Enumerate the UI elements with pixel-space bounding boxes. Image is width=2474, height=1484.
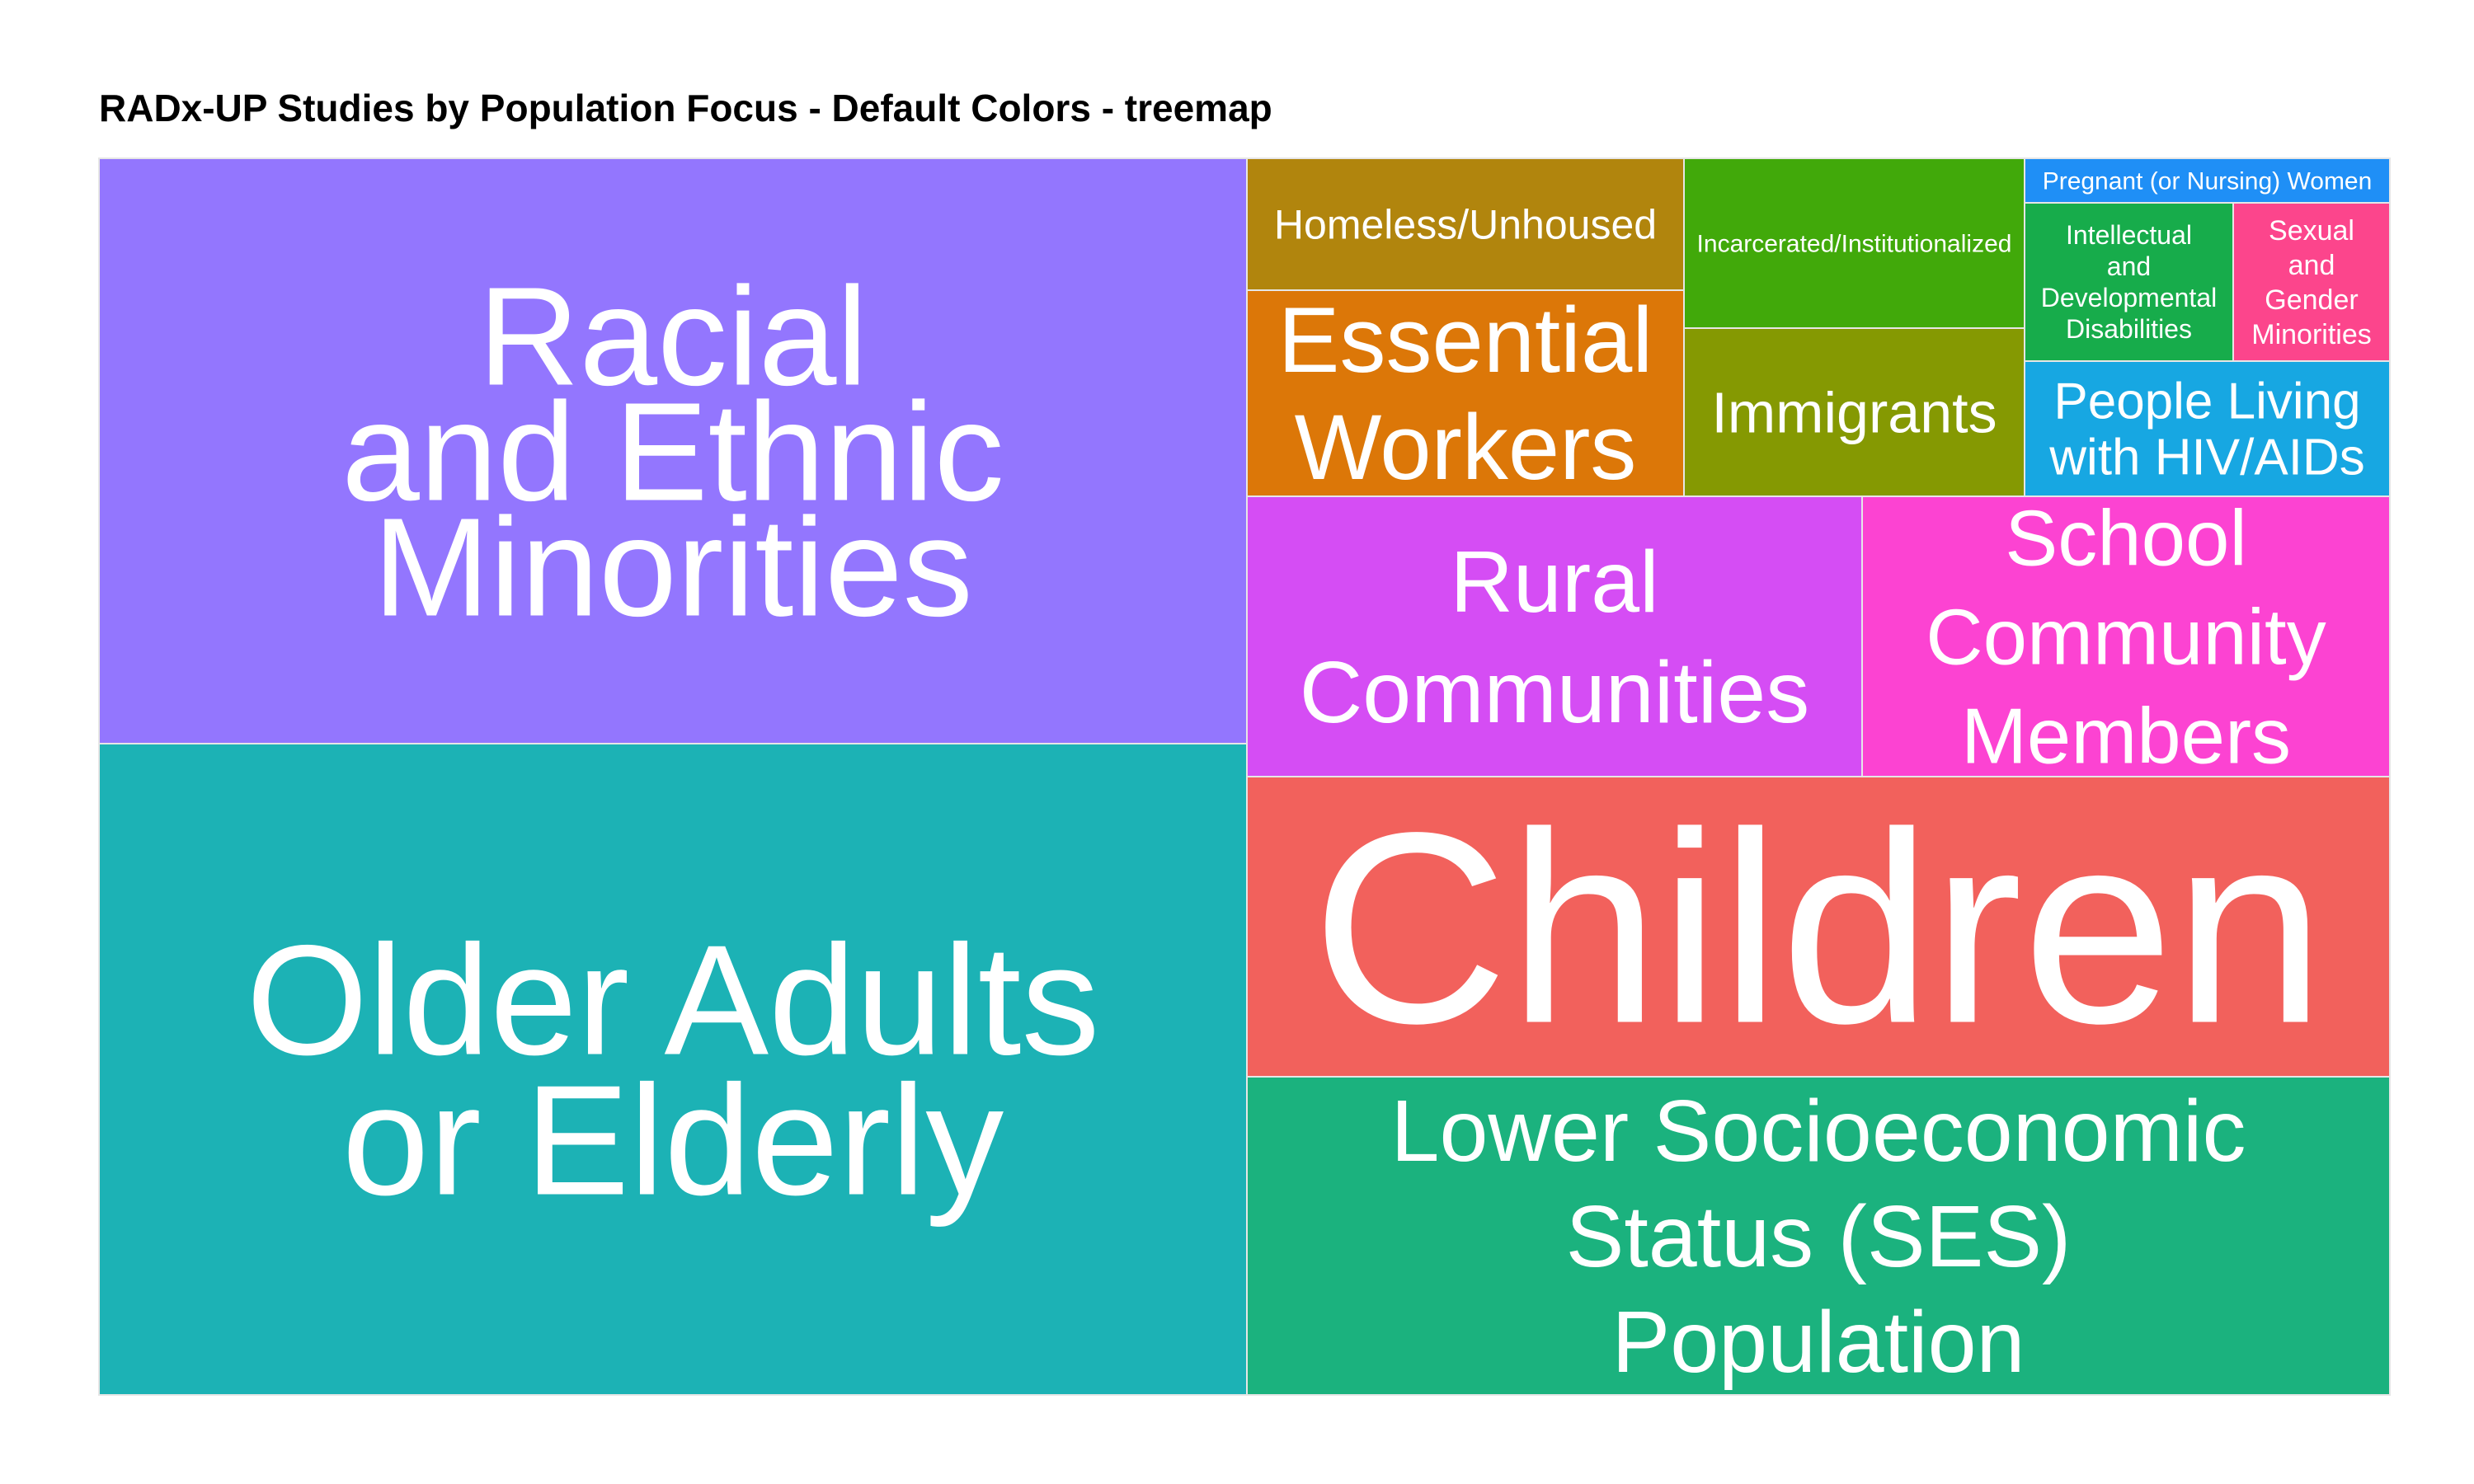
- tile-label-people-living-with-hiv-aids: People Living with HIV/AIDs: [2048, 373, 2364, 486]
- treemap-tile-people-living-with-hiv-aids: People Living with HIV/AIDs: [2024, 360, 2391, 497]
- tile-label-lower-socioeconomic-status-ses-population: Lower Socioeconomic Status (SES) Populatio…: [1391, 1082, 2246, 1391]
- tile-label-incarcerated-institutionalized: Incarcerated/Institutionalized: [1697, 231, 2012, 258]
- treemap-tile-immigrants: Immigrants: [1683, 327, 2025, 497]
- tile-label-pregnant-or-nursing-women: Pregnant (or Nursing) Women: [2043, 168, 2373, 195]
- tile-rect-people-living-with-hiv-aids: [2024, 360, 2391, 497]
- tile-label-sexual-and-gender-minorities: Sexual and Gender Minorities: [2251, 215, 2371, 350]
- treemap-tile-older-adults-or-elderly: Older Adults or Elderly: [98, 743, 1248, 1396]
- tile-rect-lower-socioeconomic-status-ses-population: [1246, 1076, 2391, 1396]
- treemap-tile-incarcerated-institutionalized: Incarcerated/Institutionalized: [1683, 157, 2025, 329]
- tile-rect-older-adults-or-elderly: [98, 743, 1248, 1396]
- tile-label-children: Children: [1312, 776, 2326, 1080]
- treemap-tile-racial-and-ethnic-minorities: Racial and Ethnic Minorities: [98, 157, 1248, 744]
- treemap-tile-children: Children: [1246, 776, 2391, 1080]
- tile-label-homeless-unhoused: Homeless/Unhoused: [1274, 202, 1657, 248]
- tile-rect-incarcerated-institutionalized: [1683, 157, 2025, 329]
- treemap-tile-pregnant-or-nursing-women: Pregnant (or Nursing) Women: [2024, 157, 2391, 204]
- treemap-tile-homeless-unhoused: Homeless/Unhoused: [1246, 157, 1685, 291]
- treemap-tile-lower-socioeconomic-status-ses-population: Lower Socioeconomic Status (SES) Populatio…: [1246, 1076, 2391, 1396]
- tile-rect-school-community-members: [1861, 495, 2391, 777]
- tile-rect-rural-communities: [1246, 495, 1863, 777]
- treemap-tile-intellectual-and-developmental-disabilities: Intellectual and Developmental Disabilities: [2024, 202, 2234, 362]
- tile-rect-immigrants: [1683, 327, 2025, 497]
- tile-rect-sexual-and-gender-minorities: [2232, 202, 2391, 362]
- tile-label-essential-workers: Essential Workers: [1278, 289, 1653, 499]
- tile-rect-intellectual-and-developmental-disabilities: [2024, 202, 2234, 362]
- tile-rect-essential-workers: [1246, 289, 1685, 497]
- tile-rect-pregnant-or-nursing-women: [2024, 157, 2391, 204]
- tile-label-intellectual-and-developmental-disabilities: Intellectual and Developmental Disabilities: [2041, 220, 2217, 344]
- tile-rect-racial-and-ethnic-minorities: [98, 157, 1248, 744]
- tile-rect-homeless-unhoused: [1246, 157, 1685, 291]
- tile-label-school-community-members: School Community Members: [1926, 495, 2326, 781]
- treemap-tile-essential-workers: Essential Workers: [1246, 289, 1685, 499]
- tile-label-racial-and-ethnic-minorities: Racial and Ethnic Minorities: [341, 259, 1004, 646]
- chart-title: RADx-UP Studies by Population Focus - De…: [99, 87, 1272, 129]
- treemap-tile-school-community-members: School Community Members: [1861, 495, 2391, 781]
- tile-label-older-adults-or-elderly: Older Adults or Elderly: [247, 913, 1100, 1228]
- tile-label-immigrants: Immigrants: [1711, 381, 1997, 445]
- treemap-tile-sexual-and-gender-minorities: Sexual and Gender Minorities: [2232, 202, 2391, 362]
- tile-label-rural-communities: Rural Communities: [1300, 533, 1810, 741]
- treemap-tile-rural-communities: Rural Communities: [1246, 495, 1863, 777]
